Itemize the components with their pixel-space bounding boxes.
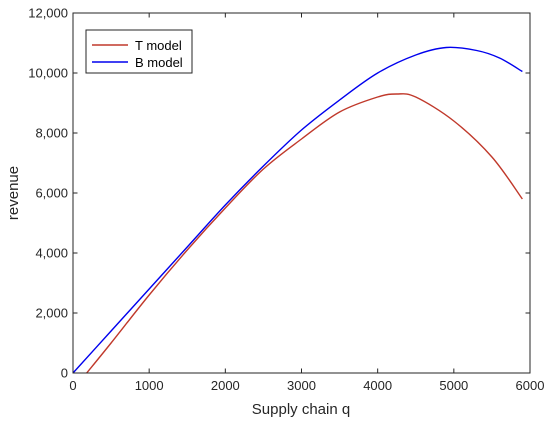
- x-tick-label: 5000: [439, 378, 468, 393]
- series-layer: [72, 46, 523, 374]
- series-line-t-model: [86, 93, 523, 374]
- legend-label-b-model: B model: [135, 55, 183, 70]
- legend-label-t-model: T model: [135, 38, 182, 53]
- x-tick-label: 6000: [516, 378, 545, 393]
- x-axis-label: Supply chain q: [252, 401, 350, 418]
- x-tick-label: 1000: [135, 378, 164, 393]
- legend: T model B model: [85, 29, 193, 74]
- y-axis-label: revenue: [5, 166, 22, 220]
- y-tick-label: 2,000: [35, 306, 68, 321]
- legend-box: [85, 29, 193, 74]
- y-tick-label: 10,000: [28, 66, 68, 81]
- y-tick-label: 8,000: [35, 126, 68, 141]
- x-tick-label: 0: [69, 378, 76, 393]
- x-tick-label: 4000: [363, 378, 392, 393]
- series-line-b-model: [72, 46, 523, 374]
- y-tick-label: 0: [61, 366, 68, 381]
- tick-layer: 0 1000 2000 3000 4000 5000 6000 0 2,000 4,000 6,00…: [28, 6, 544, 394]
- y-tick-label: 12,000: [28, 6, 68, 21]
- x-tick-label: 2000: [211, 378, 240, 393]
- y-tick-label: 4,000: [35, 246, 68, 261]
- y-tick-label: 6,000: [35, 186, 68, 201]
- x-tick-label: 3000: [287, 378, 316, 393]
